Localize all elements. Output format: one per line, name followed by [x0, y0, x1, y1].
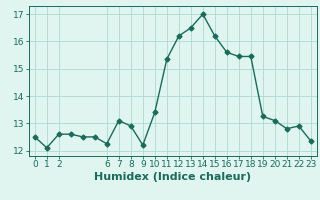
X-axis label: Humidex (Indice chaleur): Humidex (Indice chaleur) [94, 172, 252, 182]
